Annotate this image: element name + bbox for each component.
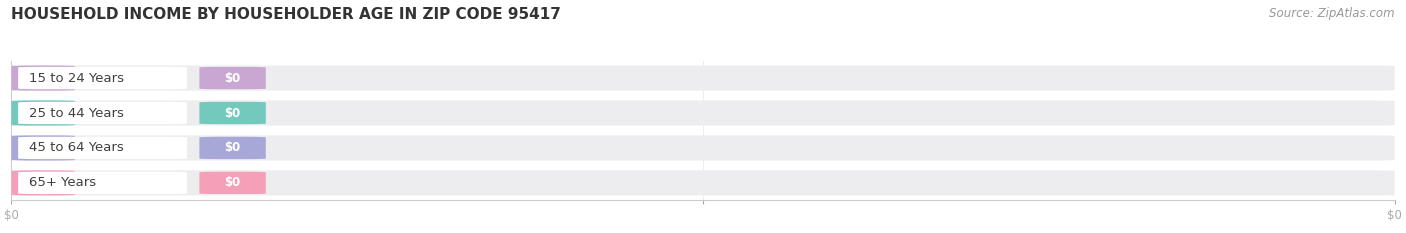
- FancyBboxPatch shape: [18, 137, 187, 159]
- Text: $0: $0: [225, 72, 240, 85]
- Text: 65+ Years: 65+ Years: [30, 176, 97, 189]
- Text: HOUSEHOLD INCOME BY HOUSEHOLDER AGE IN ZIP CODE 95417: HOUSEHOLD INCOME BY HOUSEHOLDER AGE IN Z…: [11, 7, 561, 22]
- Text: 25 to 44 Years: 25 to 44 Years: [30, 106, 124, 120]
- FancyBboxPatch shape: [11, 65, 1395, 91]
- Text: $0: $0: [225, 176, 240, 189]
- FancyBboxPatch shape: [18, 102, 187, 124]
- FancyBboxPatch shape: [200, 137, 266, 159]
- Text: Source: ZipAtlas.com: Source: ZipAtlas.com: [1270, 7, 1395, 20]
- FancyBboxPatch shape: [11, 65, 75, 91]
- FancyBboxPatch shape: [200, 67, 266, 89]
- FancyBboxPatch shape: [18, 67, 187, 89]
- Text: $0: $0: [225, 106, 240, 120]
- FancyBboxPatch shape: [11, 100, 75, 126]
- FancyBboxPatch shape: [11, 170, 1395, 195]
- FancyBboxPatch shape: [18, 172, 187, 194]
- FancyBboxPatch shape: [200, 102, 266, 124]
- FancyBboxPatch shape: [11, 100, 1395, 126]
- FancyBboxPatch shape: [11, 135, 1395, 161]
- FancyBboxPatch shape: [200, 172, 266, 194]
- Text: $0: $0: [225, 141, 240, 154]
- FancyBboxPatch shape: [11, 170, 75, 195]
- FancyBboxPatch shape: [11, 135, 75, 161]
- Text: 15 to 24 Years: 15 to 24 Years: [30, 72, 124, 85]
- Text: 45 to 64 Years: 45 to 64 Years: [30, 141, 124, 154]
